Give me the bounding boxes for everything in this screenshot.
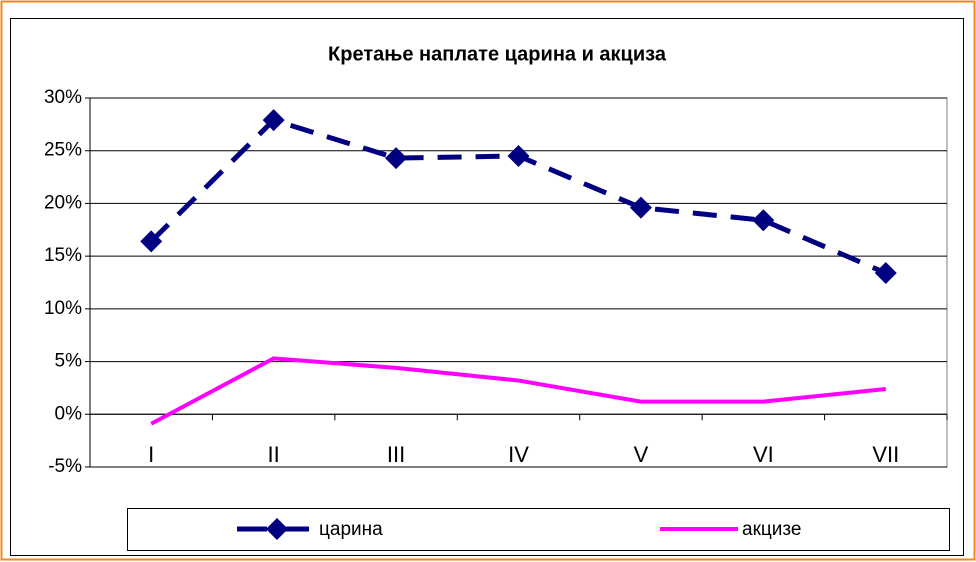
y-tick-label: 30% [44, 87, 82, 108]
legend-label: царина [319, 519, 383, 540]
series-line [150, 356, 886, 426]
y-tick-label: 10% [44, 298, 82, 319]
data-point [385, 147, 408, 170]
data-point [629, 196, 652, 219]
data-point [752, 209, 775, 232]
data-point [507, 144, 530, 167]
x-tick-label: IV [508, 442, 529, 467]
legend-label: акцизе [742, 519, 801, 540]
legend-marker [266, 518, 288, 540]
x-tick-label: II [268, 442, 280, 467]
y-tick-label: 5% [55, 351, 83, 372]
x-tick-label: III [387, 442, 405, 467]
data-point [262, 109, 285, 132]
chart-title: Кретање наплате царина и акциза [328, 43, 667, 65]
data-point [140, 230, 163, 253]
x-tick-label: I [148, 442, 154, 467]
x-tick-label: VI [753, 442, 774, 467]
y-tick-label: 20% [44, 192, 82, 213]
y-tick-label: -5% [48, 456, 82, 477]
y-tick-label: 25% [44, 140, 82, 161]
data-point [874, 262, 897, 285]
y-tick-label: 15% [44, 245, 82, 266]
x-tick-label: VII [872, 442, 899, 467]
x-tick-label: V [634, 442, 649, 467]
y-tick-label: 0% [55, 403, 83, 424]
